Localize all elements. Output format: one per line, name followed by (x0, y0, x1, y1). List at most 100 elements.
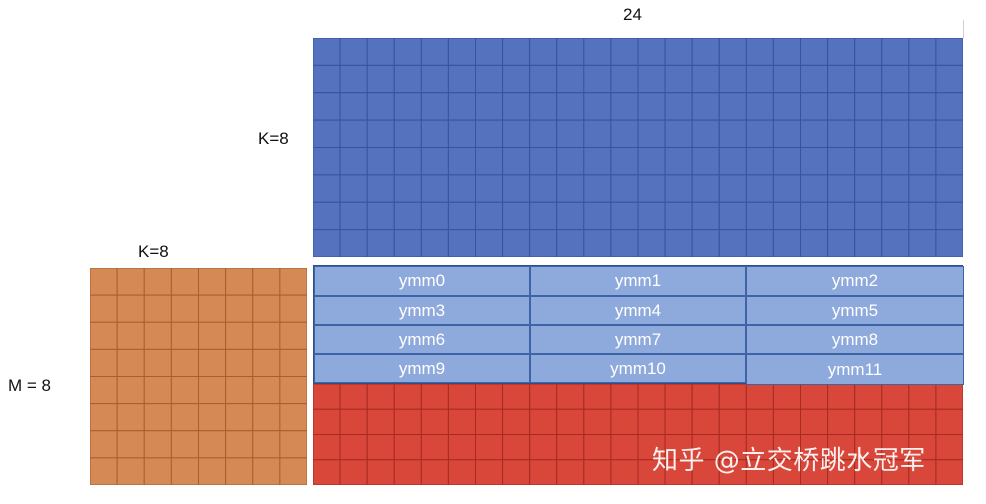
matrix-c-cell (610, 383, 639, 410)
matrix-c-cell (772, 408, 801, 435)
matrix-c-cell (312, 434, 341, 461)
k-dimension-label-a: K=8 (138, 242, 169, 261)
matrix-b-cell (339, 92, 368, 121)
matrix-b-cell (772, 147, 801, 176)
matrix-a-cell (170, 294, 199, 323)
matrix-b-cell (502, 64, 531, 94)
matrix-b-cell (475, 147, 504, 176)
matrix-a-cell (198, 403, 227, 432)
matrix-c-cell (420, 459, 449, 486)
matrix-a-cell (198, 430, 227, 459)
matrix-b-cell (827, 37, 856, 66)
divider-line (963, 20, 964, 38)
matrix-b-cell (312, 92, 341, 121)
matrix-a-cell (279, 321, 308, 350)
matrix-c-cell (393, 459, 422, 486)
matrix-b-cell (935, 37, 964, 66)
matrix-b-cell (447, 201, 477, 231)
matrix-a-cell (252, 457, 281, 486)
matrix-b-cell (502, 92, 531, 121)
matrix-b-cell (881, 229, 910, 258)
matrix-b-cell (420, 92, 449, 121)
matrix-b-cell (339, 119, 368, 148)
matrix-b-cell (854, 64, 883, 94)
ymm-register-cell: ymm3 (314, 296, 530, 325)
matrix-c-cell (529, 408, 558, 435)
matrix-c-cell (366, 408, 395, 435)
matrix-c-cell (583, 408, 612, 435)
matrix-a-cell (252, 376, 281, 405)
matrix-a-cell (116, 267, 145, 296)
matrix-b-cell (745, 64, 774, 94)
matrix-a-svg (89, 267, 308, 486)
ymm-register-cell: ymm6 (314, 325, 530, 354)
matrix-a-cell (89, 294, 118, 323)
matrix-b-cell (556, 64, 585, 94)
matrix-b-cell (664, 174, 693, 203)
matrix-c-cell (420, 408, 449, 435)
matrix-c-cell (529, 459, 558, 486)
matrix-b-cell (800, 147, 829, 176)
matrix-b-cell (339, 201, 368, 231)
matrix-a-cell (170, 321, 199, 350)
matrix-a-cell (170, 348, 199, 377)
matrix-c-cell (502, 434, 531, 461)
ymm-register-cell: ymm11 (746, 354, 964, 385)
matrix-c-cell (800, 434, 829, 461)
matrix-b-cell (529, 201, 558, 231)
matrix-b-cell (420, 201, 449, 231)
matrix-b-cell (637, 119, 666, 148)
matrix-a-cell (89, 348, 118, 377)
matrix-b-cell (366, 229, 395, 258)
matrix-b-cell (745, 229, 774, 258)
matrix-c-cell (827, 408, 856, 435)
matrix-c-cell (610, 434, 639, 461)
matrix-b-cell (339, 64, 368, 94)
matrix-b-cell (366, 201, 395, 231)
matrix-b-cell (583, 174, 612, 203)
matrix-b-cell (745, 174, 774, 203)
matrix-c-cell (312, 408, 341, 435)
matrix-a-cell (143, 457, 172, 486)
matrix-b-cell (610, 147, 639, 176)
matrix-c-svg (312, 383, 964, 486)
matrix-b-cell (610, 37, 639, 66)
matrix-b-cell (691, 92, 720, 121)
matrix-b-cell (475, 92, 504, 121)
matrix-b-cell (610, 119, 639, 148)
matrix-b-cell (393, 229, 422, 258)
matrix-a-cell (143, 403, 172, 432)
matrix-b-cell (556, 174, 585, 203)
matrix-c-cell (800, 408, 829, 435)
matrix-c-cell (583, 434, 612, 461)
matrix-a-cell (198, 376, 227, 405)
matrix-a-cell (225, 430, 254, 459)
matrix-b-cell (447, 119, 477, 148)
matrix-c-cell (502, 459, 531, 486)
matrix-b-cell (637, 174, 666, 203)
matrix-c-cell (800, 383, 829, 410)
matrix-b-cell (827, 147, 856, 176)
matrix-b-cell (312, 147, 341, 176)
matrix-a-grid (89, 267, 308, 486)
matrix-c-cell (854, 408, 883, 435)
matrix-c-cell (556, 459, 585, 486)
matrix-b-cell (854, 229, 883, 258)
matrix-c-cell (827, 434, 856, 461)
matrix-c-cell (772, 434, 801, 461)
matrix-c-cell (339, 383, 368, 410)
matrix-b-grid (312, 37, 964, 258)
matrix-b-cell (556, 37, 585, 66)
matrix-b-cell (420, 119, 449, 148)
matrix-b-cell (935, 64, 964, 94)
matrix-b-cell (339, 229, 368, 258)
matrix-b-cell (420, 147, 449, 176)
matrix-c-cell (881, 408, 910, 435)
matrix-c-grid (312, 383, 964, 486)
matrix-c-cell (475, 383, 504, 410)
matrix-a-cell (116, 457, 145, 486)
matrix-a-cell (198, 457, 227, 486)
matrix-c-cell (718, 434, 747, 461)
matrix-c-cell (691, 459, 720, 486)
matrix-b-cell (881, 147, 910, 176)
